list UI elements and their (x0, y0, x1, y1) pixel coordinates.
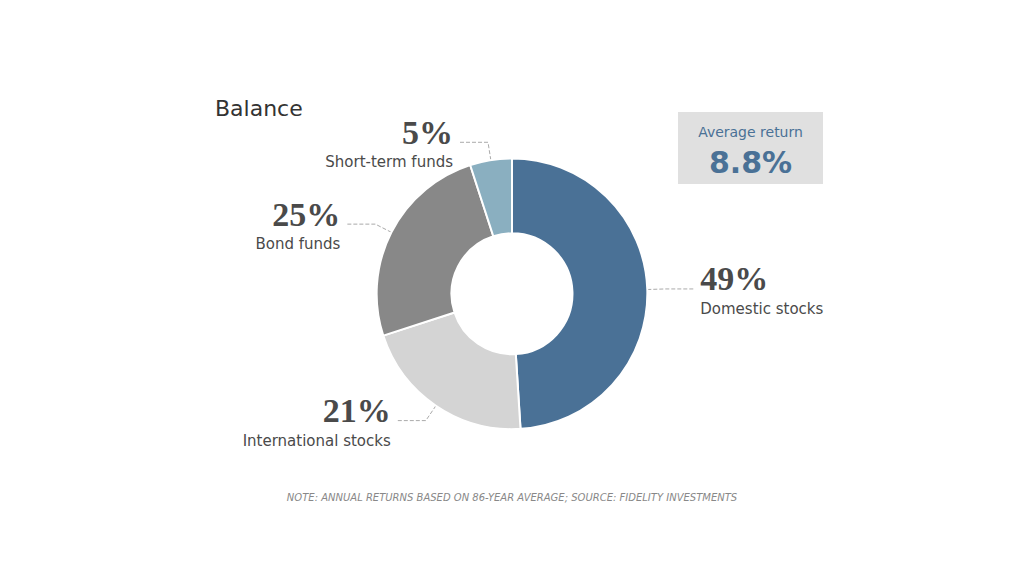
svg-text:49%: 49% (700, 260, 768, 297)
svg-text:Average return: Average return (698, 124, 803, 140)
svg-text:8.8%: 8.8% (709, 145, 792, 180)
svg-text:21%: 21% (323, 392, 391, 429)
svg-text:Bond funds: Bond funds (255, 235, 340, 253)
svg-text:International stocks: International stocks (243, 432, 391, 450)
svg-text:Domestic stocks: Domestic stocks (700, 300, 823, 318)
svg-text:Balance: Balance (215, 96, 303, 121)
svg-text:5%: 5% (402, 114, 453, 151)
svg-text:25%: 25% (272, 196, 340, 233)
svg-text:Short-term funds: Short-term funds (325, 153, 453, 171)
svg-text:NOTE: ANNUAL RETURNS BASED ON: NOTE: ANNUAL RETURNS BASED ON 86-YEAR AV… (287, 492, 738, 503)
